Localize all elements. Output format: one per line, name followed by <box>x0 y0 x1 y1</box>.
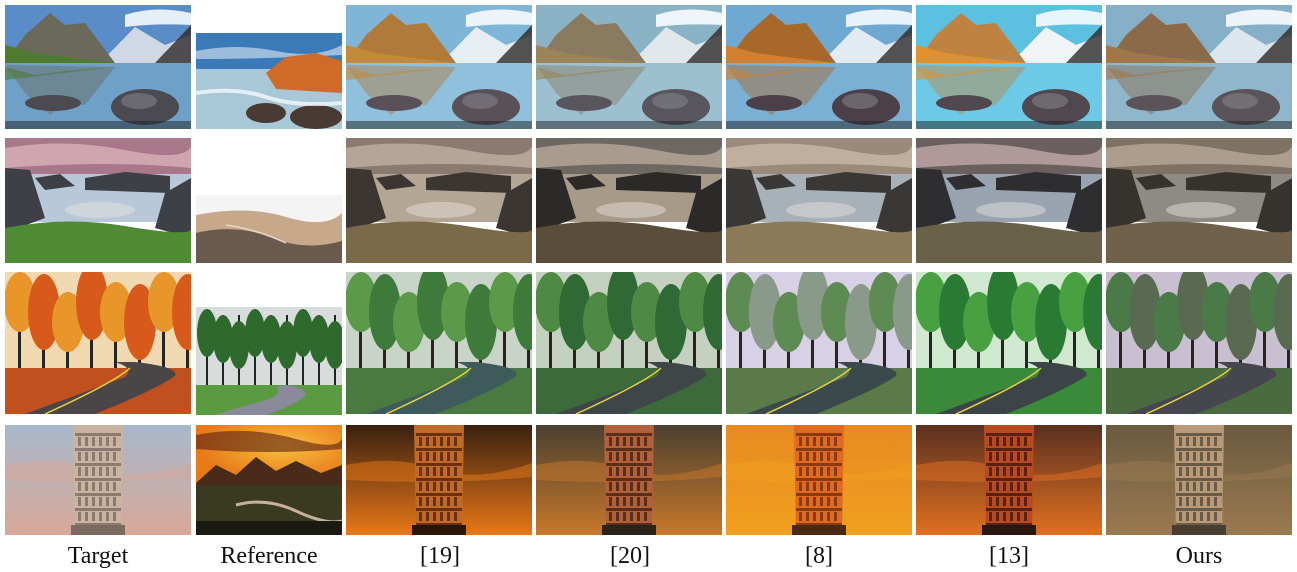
mountain-lake-method-19-image <box>346 5 532 129</box>
autumn-forest-road-method-20-image <box>536 272 722 414</box>
caption-ours: Ours <box>1175 543 1223 569</box>
caption-method-13: [13] <box>989 543 1029 569</box>
sea-cliffs-method-19-image <box>346 138 532 263</box>
caption-method-20: [20] <box>610 543 650 569</box>
sea-cliffs-method-8-image <box>726 138 912 263</box>
caption-reference: Reference <box>220 543 318 569</box>
autumn-forest-road-method-19-image <box>346 272 532 414</box>
caption-target: Target <box>67 543 129 569</box>
mountain-lake-method-20-image <box>536 5 722 129</box>
sunset-valley-reference-image <box>196 425 342 535</box>
sea-cliffs-ours-image <box>1106 138 1292 263</box>
sea-cliffs-method-13-image <box>916 138 1102 263</box>
leaning-tower-method-13-image <box>916 425 1102 535</box>
sea-cliffs-target-image <box>5 138 191 263</box>
caption-method-8: [8] <box>805 543 833 569</box>
leaning-tower-target-image <box>5 425 191 535</box>
rocky-sea-coast-reference-image <box>196 33 342 129</box>
leaning-tower-method-19-image <box>346 425 532 535</box>
leaning-tower-ours-image <box>1106 425 1292 535</box>
leaning-tower-method-20-image <box>536 425 722 535</box>
sand-dunes-reference-image <box>196 195 342 263</box>
mountain-lake-method-8-image <box>726 5 912 129</box>
leaning-tower-method-8-image <box>726 425 912 535</box>
autumn-forest-road-target-image <box>5 272 191 414</box>
mountain-lake-target-image <box>5 5 191 129</box>
green-forest-path-reference-image <box>196 307 342 415</box>
caption-method-19: [19] <box>420 543 460 569</box>
autumn-forest-road-method-13-image <box>916 272 1102 414</box>
mountain-lake-ours-image <box>1106 5 1292 129</box>
mountain-lake-method-13-image <box>916 5 1102 129</box>
autumn-forest-road-method-8-image <box>726 272 912 414</box>
sea-cliffs-method-20-image <box>536 138 722 263</box>
autumn-forest-road-ours-image <box>1106 272 1292 414</box>
